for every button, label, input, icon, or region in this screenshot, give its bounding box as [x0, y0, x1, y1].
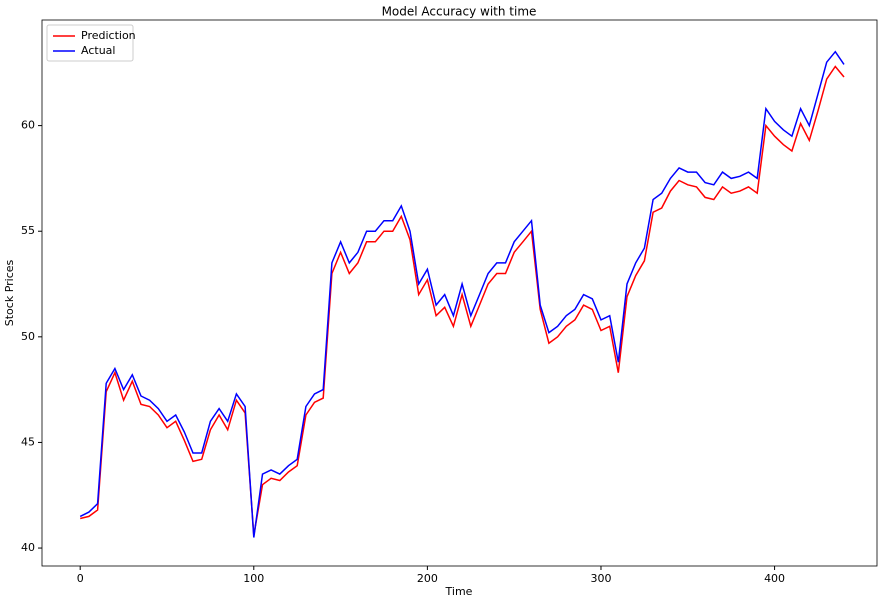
x-tick-label: 0 — [77, 572, 84, 585]
legend-label: Actual — [81, 44, 115, 57]
y-tick-label: 40 — [21, 541, 35, 554]
y-tick-label: 55 — [21, 224, 35, 237]
legend-label: Prediction — [81, 29, 136, 42]
series-line — [79, 50, 845, 538]
legend-box — [46, 24, 134, 62]
x-tick-label: 400 — [764, 572, 785, 585]
y-axis-label: Stock Prices — [3, 259, 16, 326]
chart-title: Model Accuracy with time — [382, 5, 537, 19]
x-axis-label: Time — [445, 585, 473, 598]
y-tick-label: 60 — [21, 119, 35, 132]
series-line — [80, 65, 845, 536]
x-tick-label: 200 — [417, 572, 438, 585]
y-tick-label: 45 — [21, 435, 35, 448]
x-tick-label: 300 — [590, 572, 611, 585]
y-tick-label: 50 — [21, 330, 35, 343]
x-tick-label: 100 — [243, 572, 264, 585]
